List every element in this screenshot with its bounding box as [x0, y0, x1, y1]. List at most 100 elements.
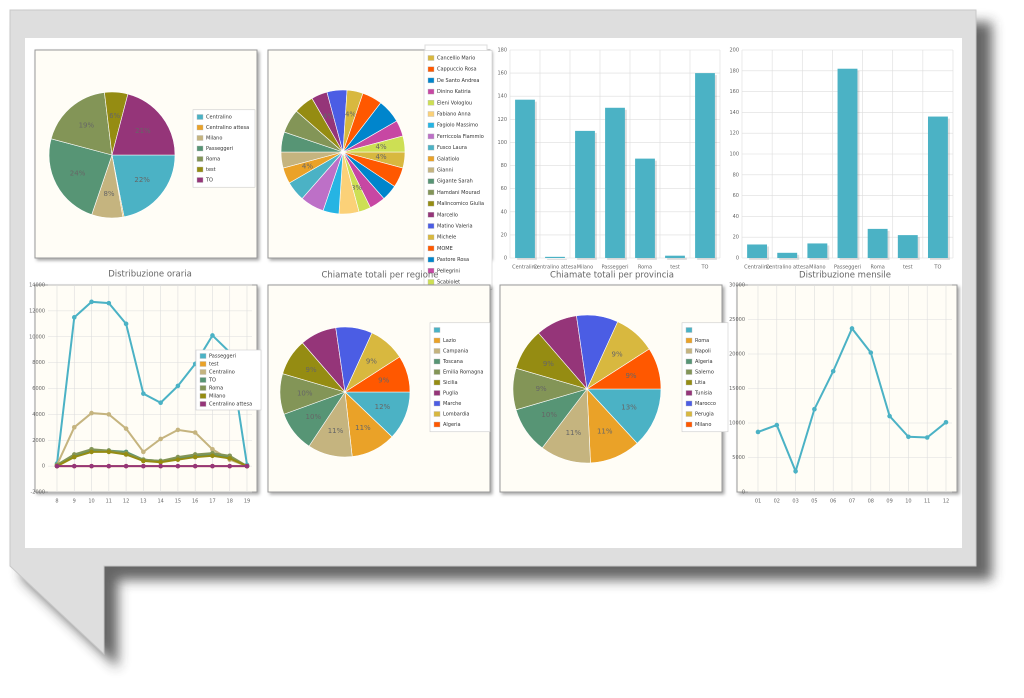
legend-swatch: [433, 411, 441, 417]
series-point: [943, 420, 949, 425]
legend-box: [192, 109, 256, 188]
x-tick-label: Roma: [638, 265, 652, 271]
x-tick-label: 09: [886, 499, 892, 505]
legend-swatch: [685, 348, 693, 354]
y-tick-label: 60: [733, 193, 739, 199]
x-tick-label: 12: [943, 499, 949, 505]
series-point: [89, 299, 94, 305]
legend-label: Milano: [206, 136, 222, 142]
series-point: [54, 463, 60, 469]
legend-label: Centralino attesa: [209, 402, 252, 408]
y-tick-label: 40: [501, 209, 507, 215]
legend-label: De Santo Andrea: [437, 78, 479, 84]
legend-swatch: [433, 379, 441, 386]
legend-label: Marche: [443, 401, 461, 407]
legend-swatch: [685, 337, 693, 344]
legend-swatch: [427, 256, 435, 263]
legend-label: Matino Valeria: [437, 224, 473, 230]
slice-label: 19%: [79, 122, 95, 130]
y-tick-label: 14000: [29, 283, 45, 289]
legend-swatch: [427, 212, 435, 218]
legend-label: Centralino: [206, 115, 232, 121]
slice-label: 4%: [376, 153, 387, 161]
bar: [515, 99, 535, 258]
bar: [695, 73, 715, 258]
legend-swatch: [685, 400, 693, 407]
series-point: [830, 368, 836, 374]
slice-label: 9%: [543, 360, 554, 368]
legend-label: Toscana: [442, 359, 463, 365]
x-tick-label: 13: [140, 499, 146, 505]
series-point: [210, 447, 215, 452]
series-point: [924, 435, 930, 440]
x-tick-label: 03: [792, 499, 798, 505]
x-tick-label: Centralino: [744, 265, 770, 271]
y-tick-label: 60: [501, 186, 507, 192]
series-point: [192, 430, 198, 435]
legend-box: [423, 50, 493, 290]
slice-label: 22%: [134, 176, 150, 184]
legend-label: Cappuccio Rosa: [437, 67, 477, 73]
legend-swatch: [685, 379, 693, 386]
x-tick-label: 08: [868, 499, 874, 505]
legend-label: Galatiolo: [437, 156, 459, 162]
series-point: [192, 454, 198, 460]
legend-swatch: [199, 401, 207, 407]
slice-label: 4%: [302, 163, 313, 171]
y-tick-label: 120: [729, 131, 739, 137]
y-tick-label: 200: [729, 48, 739, 54]
legend-label: Roma: [695, 338, 709, 344]
legend-swatch: [427, 122, 435, 128]
series-line: [56, 412, 248, 468]
y-tick-label: 4000: [32, 412, 45, 418]
pie-slice: [111, 93, 176, 156]
legend-label: Milano: [695, 422, 711, 428]
slice-label: 11%: [355, 424, 371, 432]
legend-label: Scabiolet: [437, 280, 460, 286]
legend-swatch: [196, 177, 204, 183]
y-tick-label: 180: [497, 48, 507, 54]
slice-label: 4%: [376, 143, 387, 151]
y-tick-label: 140: [497, 94, 507, 100]
x-tick-label: 10: [905, 499, 911, 505]
series-point: [210, 463, 215, 469]
legend-label: Pastore Rosa: [437, 257, 469, 263]
x-tick-label: 8: [55, 499, 58, 505]
legend-swatch: [427, 133, 435, 140]
series-point: [71, 463, 77, 469]
chart-title: Chiamate totali per provincia: [550, 271, 674, 281]
x-tick-label: 07: [849, 499, 855, 505]
bar: [575, 130, 595, 258]
legend-swatch: [427, 178, 435, 184]
legend-swatch: [427, 111, 435, 117]
legend-swatch: [199, 369, 207, 375]
legend-label: Lazio: [443, 338, 456, 344]
legend-label: Marcello: [437, 212, 458, 218]
pie-slice: [585, 348, 662, 390]
series-point: [141, 449, 146, 455]
slice-label: 9%: [378, 377, 389, 385]
legend-swatch: [196, 156, 204, 162]
series-point: [106, 449, 112, 455]
series-point: [192, 463, 198, 469]
y-tick-label: 140: [729, 110, 739, 116]
legend-label: Fabiano Anna: [437, 112, 471, 118]
series-point: [71, 315, 77, 320]
series-point: [106, 300, 112, 306]
series-point: [89, 449, 94, 455]
bar: [837, 68, 858, 258]
series-line: [56, 300, 248, 465]
series-point: [175, 457, 181, 462]
y-tick-label: 10000: [29, 334, 45, 340]
x-tick-label: 16: [192, 499, 198, 505]
chart-title: Distribuzione oraria: [108, 270, 192, 280]
y-tick-label: 100: [729, 152, 739, 158]
legend-swatch: [433, 390, 441, 396]
y-tick-label: 12000: [29, 308, 45, 314]
series-point: [812, 406, 817, 412]
y-tick-label: 25000: [729, 317, 745, 323]
x-tick-label: 05: [811, 499, 817, 505]
legend-label: Sicilia: [443, 380, 458, 386]
legend-label: Salerno: [695, 370, 714, 376]
